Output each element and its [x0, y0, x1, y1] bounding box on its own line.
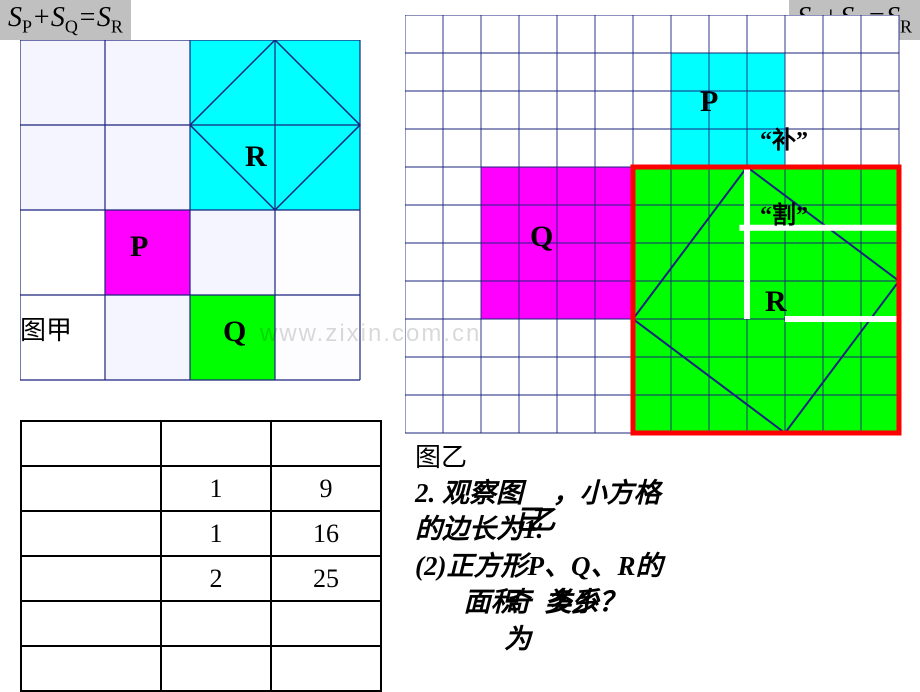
figure-jia-label: 图甲	[20, 310, 72, 347]
table-cell	[161, 646, 271, 691]
data-table: 19116225	[20, 420, 382, 692]
label-R-yi: R	[765, 285, 787, 319]
q-line1: 2. 观察图已乙，小方格	[415, 475, 915, 511]
table-cell: 9	[271, 466, 381, 511]
table-cell: 25	[271, 556, 381, 601]
label-P-yi: P	[700, 85, 718, 119]
table-cell	[21, 421, 161, 466]
table-cell	[271, 601, 381, 646]
q-line2: 的边长为1.	[415, 511, 915, 547]
table-cell	[161, 421, 271, 466]
table-cell	[271, 646, 381, 691]
table-cell: 2	[161, 556, 271, 601]
table-cell	[21, 646, 161, 691]
table-cell: 16	[271, 511, 381, 556]
table-cell	[271, 421, 381, 466]
label-Q-yi: Q	[530, 220, 553, 254]
table-cell	[21, 466, 161, 511]
formula-left: SP+SQ=SR	[0, 0, 131, 40]
question-text: 2. 观察图已乙，小方格 的边长为1. (2)正方形P、Q、R的 面积奇为 多少…	[415, 475, 915, 621]
watermark: www.zixin.com.cn	[260, 320, 481, 348]
label-R-jia: R	[245, 140, 267, 174]
table-cell	[161, 601, 271, 646]
q-line3: (2)正方形P、Q、R的	[415, 548, 915, 584]
table-cell	[21, 511, 161, 556]
annotation-bu: “补”	[760, 120, 800, 155]
label-P-jia: P	[130, 230, 148, 264]
label-Q-jia: Q	[223, 315, 246, 349]
table-cell	[21, 556, 161, 601]
table-cell: 1	[161, 511, 271, 556]
table-cell: 1	[161, 466, 271, 511]
figure-yi-label: 图乙	[415, 437, 467, 474]
annotation-ge: “割”	[760, 195, 800, 230]
figure-yi-svg	[405, 15, 905, 439]
table-cell	[21, 601, 161, 646]
q-line4: 面积奇为 多少？类系？	[415, 584, 915, 620]
